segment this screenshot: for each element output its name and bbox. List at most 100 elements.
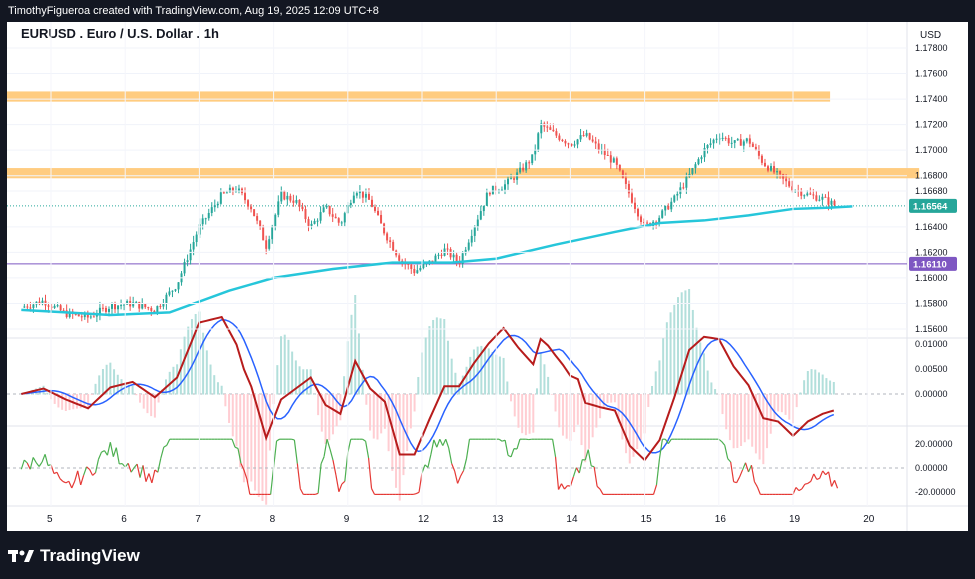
- candle-body: [440, 254, 443, 256]
- macd-histogram-bar: [472, 349, 475, 395]
- candle-body: [168, 291, 171, 295]
- candle-body: [268, 239, 271, 249]
- macd-histogram-bar: [539, 352, 542, 395]
- osc-segment: [756, 486, 761, 495]
- osc-segment: [56, 472, 61, 479]
- osc-segment: [727, 458, 732, 463]
- osc-segment: [77, 470, 82, 486]
- macd-signal-line: [21, 318, 835, 454]
- candle-body: [661, 210, 664, 218]
- macd-histogram-bar: [658, 360, 661, 395]
- candle-body: [594, 141, 597, 144]
- candle-body: [670, 201, 673, 210]
- candle-body: [244, 193, 247, 201]
- chart-svg[interactable]: EURUSD . Euro / U.S. Dollar . 1h USD 0.0…: [7, 22, 968, 531]
- candle-body: [730, 142, 733, 144]
- price-badge-label: 1.16564: [913, 201, 948, 212]
- macd-histogram-bar: [628, 394, 631, 464]
- macd-histogram-bar: [461, 375, 464, 395]
- candle-body: [770, 166, 773, 171]
- candle-body: [74, 314, 77, 316]
- osc-segment: [454, 470, 459, 484]
- macd-histogram-bar: [476, 346, 479, 395]
- macd-histogram-bar: [591, 394, 594, 438]
- candle-body: [410, 264, 413, 269]
- macd-histogram-bar: [725, 394, 728, 430]
- osc-segment: [804, 482, 809, 485]
- price-tick-label: 1.15600: [915, 324, 948, 334]
- candle-body: [389, 240, 392, 242]
- macd-histogram-bar: [268, 394, 271, 451]
- osc-segment: [448, 447, 453, 464]
- candle-body: [104, 307, 107, 312]
- candle-body: [392, 241, 395, 251]
- candle-body: [449, 249, 452, 258]
- candle-body: [98, 307, 101, 315]
- macd-histogram-bar: [250, 394, 253, 482]
- osc-segment: [733, 481, 737, 484]
- candle-body: [785, 178, 788, 182]
- candle-body: [370, 199, 373, 207]
- macd-histogram-bar: [75, 394, 78, 409]
- macd-tick-label: 0.00500: [915, 364, 948, 374]
- macd-histogram-bar: [294, 360, 297, 395]
- osc-segment: [430, 439, 435, 455]
- macd-histogram-bar: [788, 394, 791, 420]
- macd-histogram-bar: [383, 394, 386, 429]
- macd-histogram-bar: [376, 394, 379, 440]
- candle-body: [561, 139, 564, 141]
- candle-body: [62, 310, 65, 312]
- currency-label: USD: [920, 30, 941, 41]
- osc-segment: [106, 442, 111, 456]
- line-layer: [21, 205, 853, 317]
- osc-segment: [833, 480, 839, 489]
- candle-body: [633, 202, 636, 209]
- candle-body: [47, 305, 50, 307]
- macd-histogram-bar: [254, 394, 257, 491]
- macd-histogram-bar: [157, 394, 160, 403]
- candle-body: [334, 216, 337, 219]
- macd-histogram-bar: [454, 372, 457, 395]
- candle-body: [821, 196, 824, 200]
- osc-segment: [362, 438, 366, 442]
- candle-body: [830, 200, 833, 205]
- candle-body: [618, 164, 621, 171]
- candle-body: [398, 255, 401, 261]
- price-tick-label: 1.17800: [915, 43, 948, 53]
- osc-segment: [163, 444, 168, 448]
- candle-body: [107, 308, 110, 312]
- macd-histogram-bar: [766, 394, 769, 449]
- macd-histogram-bar: [331, 394, 334, 435]
- candle-body: [763, 162, 766, 167]
- macd-histogram-bar: [265, 394, 268, 505]
- osc-segment: [166, 438, 171, 446]
- candle-body: [328, 205, 331, 215]
- macd-histogram-bar: [795, 394, 798, 408]
- macd-histogram-bar: [135, 394, 138, 396]
- macd-histogram-bar: [235, 394, 238, 447]
- osc-segment: [739, 469, 744, 478]
- macd-histogram-bar: [617, 394, 620, 423]
- macd-histogram-bar: [179, 349, 182, 395]
- osc-segment: [822, 470, 827, 476]
- osc-segment: [744, 462, 750, 473]
- osc-segment: [237, 448, 242, 464]
- macd-histogram-bar: [676, 297, 679, 395]
- macd-histogram-bar: [621, 394, 624, 440]
- time-tick-label: 5: [47, 514, 53, 525]
- macd-histogram-bar: [283, 334, 286, 395]
- chart-title: EURUSD . Euro / U.S. Dollar . 1h: [21, 26, 219, 41]
- macd-histogram-bar: [339, 394, 342, 421]
- osc-segment: [462, 458, 468, 471]
- macd-histogram-bar: [190, 319, 193, 395]
- macd-histogram-bar: [491, 351, 494, 395]
- macd-histogram-bar: [365, 394, 368, 405]
- osc-segment: [71, 480, 76, 489]
- osc-segment: [89, 469, 94, 476]
- macd-histogram-bar: [446, 340, 449, 395]
- chart-canvas[interactable]: EURUSD . Euro / U.S. Dollar . 1h USD 0.0…: [7, 22, 968, 531]
- macd-histogram-bar: [662, 338, 665, 395]
- macd-histogram-bar: [743, 394, 746, 443]
- macd-histogram-bar: [142, 394, 145, 409]
- osc-segment: [103, 450, 108, 456]
